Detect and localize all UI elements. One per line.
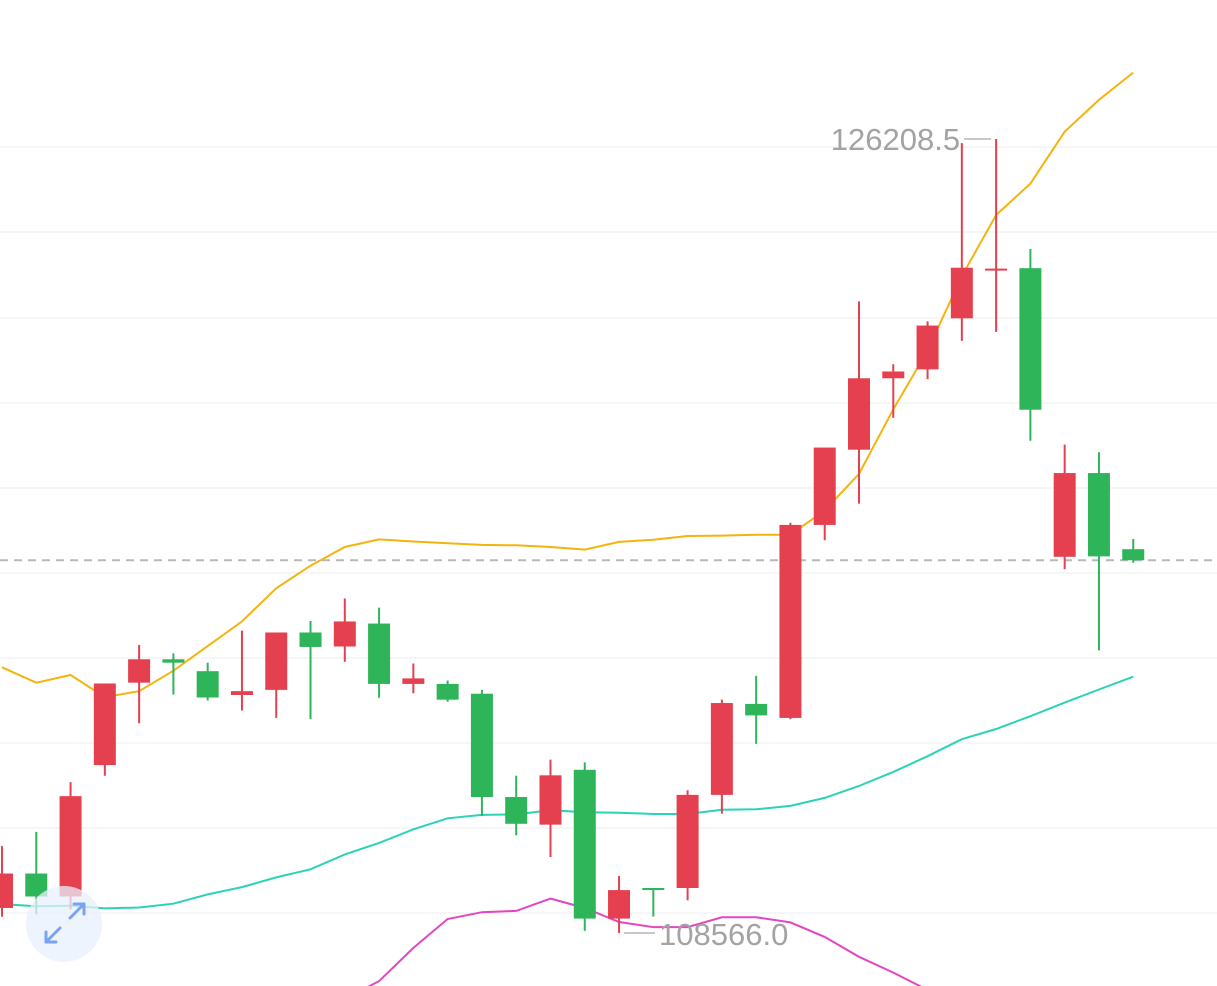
candle-body [299, 632, 322, 647]
candle-body [1122, 549, 1145, 561]
candle-body [265, 632, 288, 690]
candle-body [470, 693, 493, 798]
candle [1053, 444, 1076, 570]
candle [436, 680, 459, 702]
candle [1019, 249, 1042, 441]
candle-body [676, 794, 699, 888]
candles [0, 139, 1145, 934]
candle-body [882, 371, 905, 379]
candle-body [745, 703, 768, 716]
candle-body [539, 775, 562, 825]
candle [333, 598, 356, 662]
candle [916, 321, 939, 380]
candle-body [813, 447, 836, 525]
annotations: 126208.5 108566.0 [624, 122, 992, 952]
candle [985, 139, 1008, 332]
candle [848, 301, 870, 504]
high-price-label: 126208.5 [831, 122, 960, 157]
candle-body [436, 683, 459, 700]
candle [710, 699, 733, 814]
candle-body [779, 524, 802, 718]
candle [745, 675, 768, 744]
candle [573, 762, 596, 931]
candle [882, 364, 905, 418]
candle-body [608, 890, 631, 919]
candle [676, 790, 699, 901]
candle [230, 630, 253, 711]
candle-body [1019, 268, 1042, 410]
candle [539, 759, 562, 857]
candle [505, 775, 528, 836]
candle-body [196, 671, 219, 698]
candle-body [1053, 473, 1076, 557]
candle [813, 447, 836, 541]
candle [1087, 452, 1110, 651]
candle [950, 143, 973, 341]
candle [93, 683, 116, 776]
candle-body [710, 703, 733, 795]
candle-body [950, 267, 973, 319]
candle [196, 662, 219, 701]
candle-body [128, 659, 151, 683]
expand-icon [44, 902, 86, 944]
candle-body [402, 678, 425, 684]
candle-body [573, 769, 596, 919]
candle [1122, 538, 1145, 563]
lower-band-line [367, 897, 922, 986]
candle [642, 887, 665, 917]
candle-body [1087, 473, 1110, 557]
candle [779, 522, 802, 720]
candle-body [93, 683, 116, 766]
candle [608, 876, 631, 934]
candle-body [162, 659, 185, 663]
candle-body [916, 325, 939, 370]
candle [0, 846, 13, 917]
candle [470, 689, 493, 817]
candle-body [333, 621, 356, 647]
candle-body [230, 691, 253, 695]
candle [402, 663, 425, 694]
candle [265, 632, 288, 718]
gridlines [0, 146, 1217, 914]
candle [162, 653, 185, 695]
low-price-label: 108566.0 [659, 917, 788, 952]
candle-body [0, 873, 13, 908]
candle-body [505, 797, 528, 824]
candle [128, 645, 151, 724]
expand-button[interactable] [26, 886, 102, 962]
candle [368, 607, 391, 698]
candle-body [368, 623, 391, 684]
candle [299, 621, 322, 719]
candle-body [642, 887, 665, 890]
upper-band-line [1, 71, 1134, 699]
candle-body [25, 873, 48, 897]
candle-body [848, 378, 870, 450]
middle-band-line [1, 675, 1134, 910]
candle-body [985, 268, 1008, 271]
candle-body [59, 796, 82, 897]
